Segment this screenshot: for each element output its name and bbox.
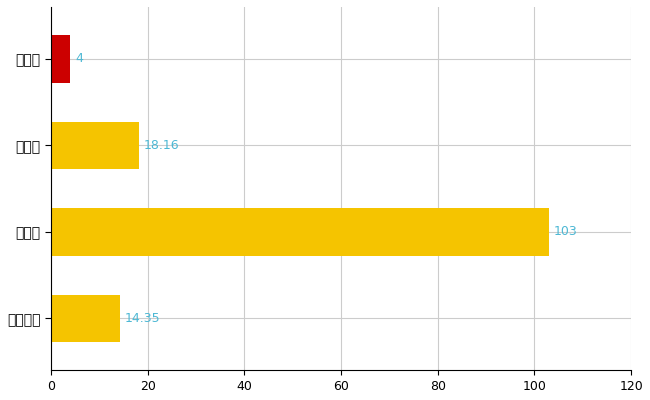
Bar bbox=[51, 208, 549, 256]
Bar bbox=[51, 295, 120, 342]
Text: 14.35: 14.35 bbox=[125, 312, 161, 325]
Bar bbox=[51, 35, 70, 83]
Text: 18.16: 18.16 bbox=[144, 139, 179, 152]
Text: 4: 4 bbox=[75, 52, 83, 65]
Text: 103: 103 bbox=[554, 225, 578, 238]
Bar bbox=[51, 122, 138, 169]
